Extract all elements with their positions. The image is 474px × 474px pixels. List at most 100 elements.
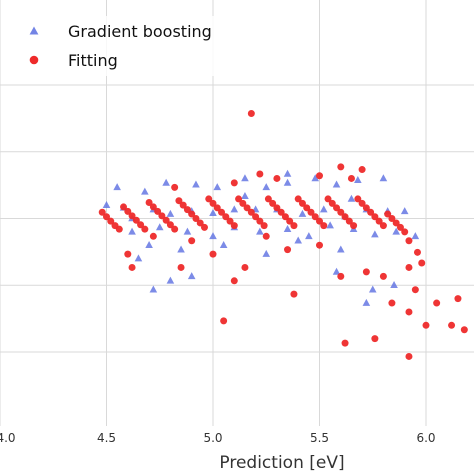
fitting-point bbox=[405, 308, 413, 316]
gradient-boosting-point bbox=[332, 267, 341, 275]
fitting-point bbox=[454, 295, 462, 303]
gradient-boosting-point bbox=[298, 209, 307, 217]
gradient-boosting-point bbox=[294, 236, 302, 244]
fitting-point bbox=[405, 352, 413, 360]
x-tick-labels: 4.0 4.5 5.0 5.5 6.0 bbox=[0, 431, 436, 445]
fitting-point bbox=[396, 223, 404, 231]
fitting-point bbox=[175, 197, 183, 205]
fitting-point bbox=[311, 213, 319, 221]
legend-label-gradient-boosting: Gradient boosting bbox=[68, 22, 212, 41]
fitting-point bbox=[239, 199, 247, 207]
fitting-point bbox=[448, 321, 456, 329]
fitting-point bbox=[384, 210, 392, 218]
fitting-point bbox=[188, 210, 196, 218]
gradient-boosting-point bbox=[347, 194, 356, 202]
fitting-point bbox=[183, 206, 191, 214]
fitting-point bbox=[379, 272, 387, 280]
fitting-point bbox=[273, 204, 281, 212]
gradient-boosting-point bbox=[166, 209, 175, 217]
fitting-point bbox=[252, 213, 260, 221]
gradient-boosting-point bbox=[262, 183, 271, 191]
fitting-point bbox=[413, 248, 421, 256]
fitting-point bbox=[290, 222, 298, 230]
fitting-point bbox=[371, 335, 379, 343]
fitting-point bbox=[196, 219, 204, 227]
fitting-point bbox=[209, 199, 217, 207]
fitting-point bbox=[341, 339, 349, 347]
gradient-boosting-point bbox=[162, 178, 170, 186]
fitting-point bbox=[98, 208, 106, 216]
fitting-point bbox=[128, 212, 136, 220]
fitting-point bbox=[303, 204, 311, 212]
fitting-point bbox=[337, 272, 345, 280]
gradient-boosting-point bbox=[337, 245, 345, 253]
x-tick-label: 4.0 bbox=[0, 431, 16, 445]
gradient-boosting-point bbox=[230, 205, 239, 213]
gradient-boosting-point bbox=[209, 232, 217, 240]
fitting-point bbox=[103, 213, 110, 221]
x-tick-label: 4.5 bbox=[97, 431, 116, 445]
fitting-point bbox=[166, 221, 174, 229]
fitting-point bbox=[230, 222, 238, 230]
gradient-boosting-point bbox=[219, 241, 228, 248]
fitting-point bbox=[401, 228, 409, 236]
fitting-point bbox=[316, 217, 323, 225]
fitting-point bbox=[316, 241, 323, 249]
fitting-point bbox=[171, 183, 179, 191]
fitting-point bbox=[367, 208, 375, 216]
fitting-point bbox=[158, 212, 166, 220]
gradient-boosting-point bbox=[354, 176, 362, 184]
fitting-point bbox=[213, 204, 221, 212]
fitting-point bbox=[141, 225, 149, 233]
gradient-boosting-point bbox=[362, 298, 371, 306]
fitting-point bbox=[358, 199, 366, 207]
fitting-point bbox=[337, 163, 345, 171]
gradient-boosting-point bbox=[256, 227, 264, 235]
gradient-boosting-point bbox=[400, 207, 409, 215]
x-tick-label: 5.5 bbox=[310, 431, 329, 445]
fitting-point bbox=[277, 208, 285, 216]
fitting-point bbox=[460, 326, 468, 334]
legend-background bbox=[4, 16, 224, 76]
fitting-point bbox=[243, 204, 251, 212]
gradient-boosting-point bbox=[183, 227, 192, 235]
fitting-point bbox=[222, 213, 230, 221]
fitting-point bbox=[281, 213, 289, 221]
legend-triangle-marker bbox=[29, 26, 39, 35]
legend-label-fitting: Fitting bbox=[68, 51, 118, 70]
fitting-point bbox=[290, 290, 298, 298]
fitting-point bbox=[345, 217, 353, 225]
gradient-boosting-point bbox=[305, 232, 313, 240]
fitting-point bbox=[205, 195, 213, 203]
fitting-point bbox=[418, 259, 426, 267]
fitting-point bbox=[247, 208, 255, 216]
data-points bbox=[98, 109, 468, 360]
fitting-point bbox=[115, 225, 123, 233]
gradient-boosting-point bbox=[411, 232, 420, 240]
gradient-boosting-point bbox=[102, 200, 111, 208]
gradient-boosting-point bbox=[241, 192, 249, 200]
gradient-boosting-point bbox=[371, 230, 379, 238]
gradient-boosting-point bbox=[262, 249, 271, 257]
fitting-point bbox=[262, 232, 270, 240]
x-tick-label: 6.0 bbox=[416, 431, 435, 445]
fitting-point bbox=[241, 263, 249, 271]
fitting-point bbox=[307, 208, 315, 216]
gradient-boosting-point bbox=[319, 205, 328, 213]
gradient-boosting-point bbox=[332, 180, 341, 188]
fitting-point bbox=[273, 174, 281, 182]
fitting-point bbox=[230, 179, 238, 187]
x-axis-label: Prediction [eV] bbox=[219, 453, 344, 473]
fitting-point bbox=[347, 174, 355, 182]
gradient-boosting-point bbox=[392, 227, 400, 235]
fitting-point bbox=[154, 207, 162, 215]
fitting-point bbox=[354, 195, 362, 203]
fitting-point bbox=[260, 222, 268, 230]
fitting-point bbox=[256, 170, 264, 178]
fitting-point bbox=[350, 222, 358, 230]
fitting-point bbox=[188, 237, 196, 245]
fitting-point bbox=[230, 277, 238, 285]
fitting-point bbox=[362, 204, 370, 212]
fitting-point bbox=[422, 321, 430, 329]
